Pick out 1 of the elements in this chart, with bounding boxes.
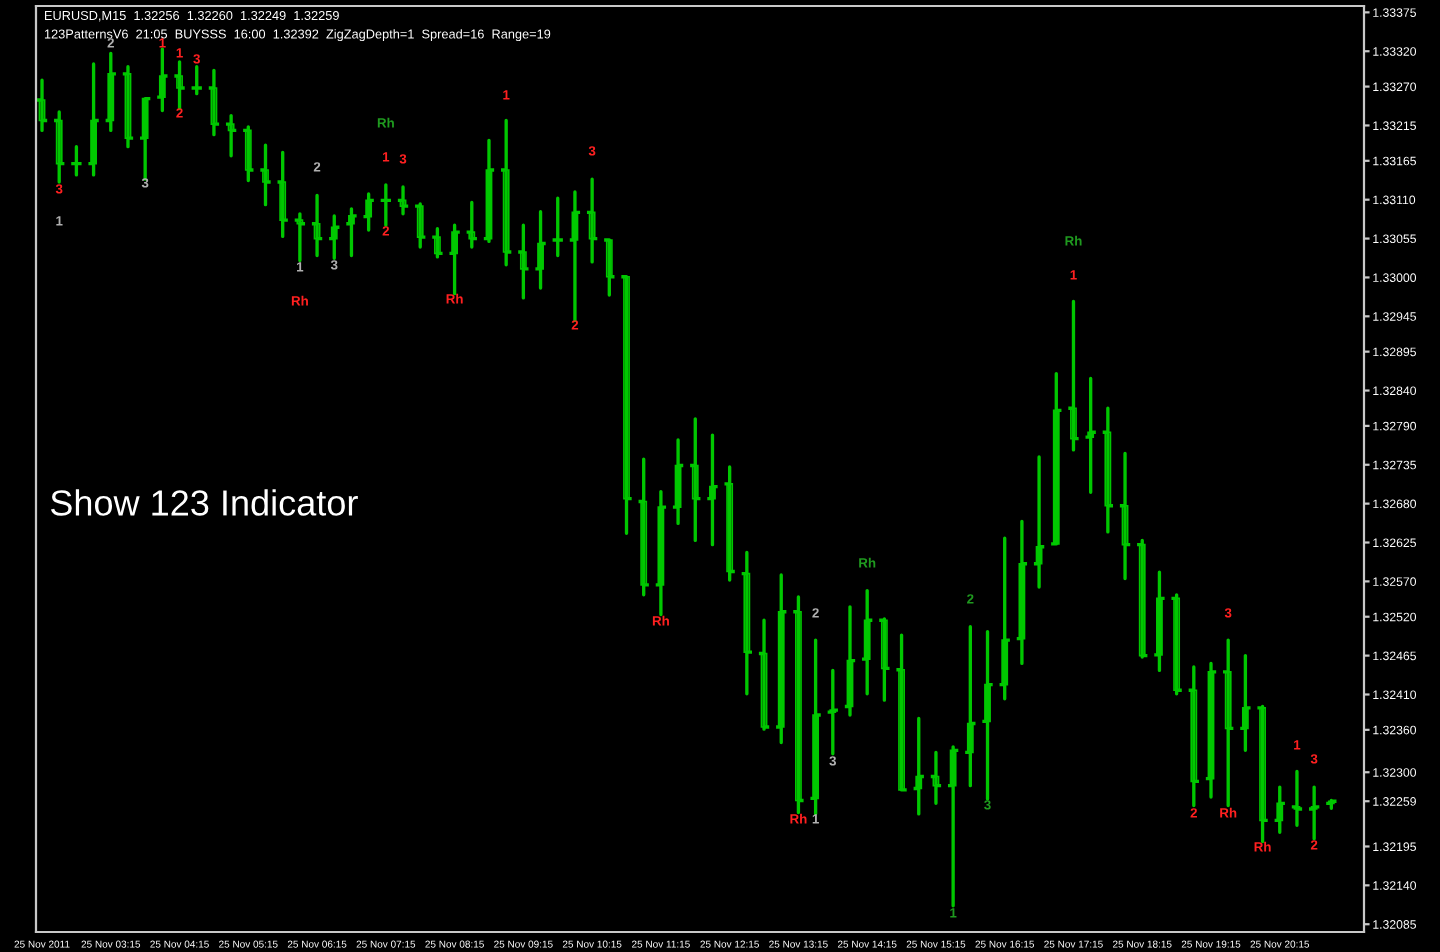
annotation: Show 123 Indicator (50, 489, 358, 516)
